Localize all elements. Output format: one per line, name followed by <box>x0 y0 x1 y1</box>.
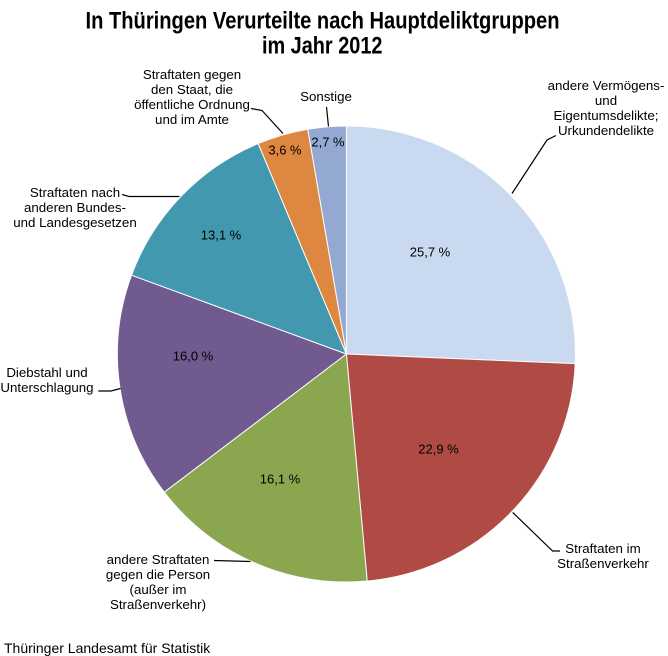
svg-text:In Thüringen Verurteilte nach: In Thüringen Verurteilte nach Hauptdelik… <box>86 9 560 35</box>
svg-text:im Jahr 2012: im Jahr 2012 <box>262 33 383 59</box>
